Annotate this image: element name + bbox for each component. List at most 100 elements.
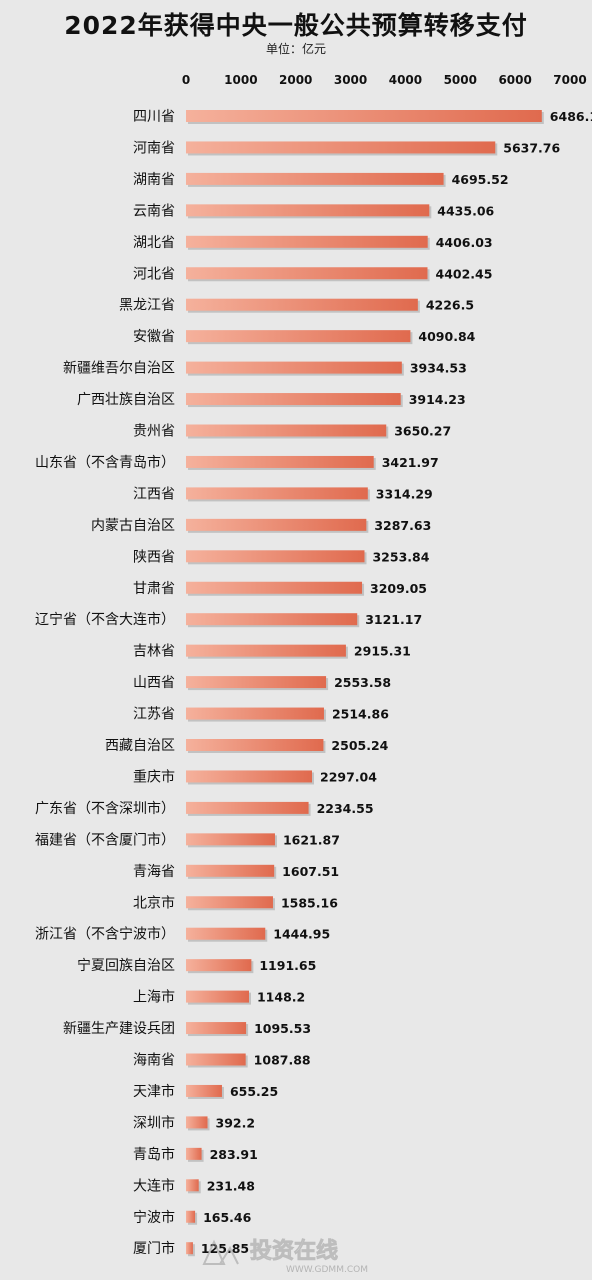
x-tick-label: 7000: [553, 73, 586, 87]
value-label: 4402.45: [436, 266, 493, 281]
bar: [186, 141, 496, 154]
bar: [186, 424, 387, 437]
bar: [186, 990, 249, 1003]
bar: [186, 613, 358, 626]
value-label: 5637.76: [503, 140, 560, 155]
bar: [186, 393, 401, 406]
category-label: 江苏省: [133, 707, 175, 723]
category-label: 陕西省: [133, 549, 175, 565]
bar: [186, 581, 363, 594]
category-label: 安徽省: [133, 329, 175, 345]
category-label: 江西省: [133, 486, 175, 502]
category-label: 浙江省（不含宁波市）: [35, 926, 175, 943]
category-label: 福建省（不含厦门市）: [35, 831, 175, 848]
x-tick-label: 3000: [334, 73, 367, 87]
category-label: 深圳市: [133, 1114, 175, 1131]
value-label: 4090.84: [418, 329, 475, 344]
value-label: 1607.51: [282, 864, 339, 879]
bar: [186, 1053, 246, 1066]
bar: [186, 1242, 193, 1255]
bar: [186, 361, 402, 374]
category-label: 宁波市: [133, 1209, 175, 1226]
bar: [186, 204, 430, 217]
category-label: 山西省: [133, 675, 175, 691]
value-label: 4695.52: [452, 172, 509, 187]
bar: [186, 896, 273, 909]
bar: [186, 298, 418, 311]
value-label: 4226.5: [426, 298, 474, 313]
value-label: 2915.31: [354, 644, 411, 659]
category-label: 上海市: [133, 989, 175, 1006]
value-label: 3934.53: [410, 361, 467, 376]
category-label: 贵州省: [133, 424, 175, 440]
category-label: 海南省: [133, 1053, 175, 1069]
category-label: 内蒙古自治区: [91, 518, 175, 534]
x-tick-label: 1000: [224, 73, 257, 87]
value-label: 3650.27: [394, 424, 451, 439]
category-label: 青岛市: [133, 1146, 175, 1163]
bar: [186, 550, 365, 563]
value-label: 1191.65: [259, 958, 316, 973]
category-label: 西藏自治区: [105, 738, 175, 754]
bar: [186, 801, 309, 814]
bar: [186, 833, 275, 846]
unit-label: 单位：亿元: [265, 42, 326, 56]
value-label: 4435.06: [437, 203, 494, 218]
value-label: 2514.86: [332, 707, 389, 722]
bar: [186, 518, 367, 531]
category-label: 天津市: [133, 1083, 175, 1100]
bar: [186, 959, 252, 972]
category-label: 青海省: [133, 864, 175, 880]
value-label: 3209.05: [370, 581, 427, 596]
category-labels: 四川省河南省湖南省云南省湖北省河北省黑龙江省安徽省新疆维吾尔自治区广西壮族自治区…: [35, 109, 175, 1257]
bar: [186, 235, 428, 248]
x-axis-ticks: 0 1000 2000 3000 4000 5000 6000 7000: [182, 73, 587, 87]
bar: [186, 487, 368, 500]
bar: [186, 267, 428, 280]
value-label: 2234.55: [317, 801, 374, 816]
value-label: 3121.17: [365, 612, 422, 627]
value-label: 1585.16: [281, 895, 338, 910]
bar: [186, 676, 327, 689]
category-label: 云南省: [133, 203, 175, 219]
bar: [186, 172, 444, 185]
category-label: 广东省（不含深圳市）: [35, 800, 175, 817]
value-label: 1095.53: [254, 1021, 311, 1036]
value-label: 1444.95: [273, 927, 330, 942]
bar: [186, 927, 266, 940]
bar: [186, 1147, 202, 1160]
bar: [186, 1084, 222, 1097]
value-label: 3314.29: [376, 486, 433, 501]
category-label: 新疆维吾尔自治区: [63, 361, 175, 377]
category-label: 大连市: [133, 1177, 175, 1194]
value-label: 1621.87: [283, 832, 340, 847]
value-label: 3253.84: [372, 549, 429, 564]
value-label: 3287.63: [374, 518, 431, 533]
category-label: 北京市: [133, 894, 175, 911]
category-label: 黑龙江省: [119, 298, 175, 314]
value-label: 6486.12: [550, 109, 592, 124]
bar: [186, 739, 324, 751]
chart-title: 2022年获得中央一般公共预算转移支付: [64, 11, 528, 40]
value-label: 231.48: [207, 1178, 255, 1193]
value-label: 3421.97: [382, 455, 439, 470]
value-label: 655.25: [230, 1084, 278, 1099]
value-labels: 6486.12 5637.76 4695.52 4435.06 4406.03 4402.…: [201, 109, 592, 1256]
value-label: 125.85: [201, 1241, 249, 1256]
value-label: 4406.03: [436, 235, 493, 250]
category-label: 重庆市: [133, 768, 175, 785]
bar: [186, 1022, 247, 1035]
bar: [186, 1210, 196, 1223]
bar: [186, 1179, 199, 1192]
category-label: 四川省: [133, 109, 175, 125]
category-label: 湖北省: [133, 235, 175, 251]
x-tick-label: 2000: [279, 73, 312, 87]
bar: [186, 864, 275, 877]
category-label: 宁夏回族自治区: [77, 957, 175, 974]
category-label: 辽宁省（不含大连市）: [35, 611, 175, 628]
category-label: 河北省: [133, 266, 175, 282]
bar: [186, 1116, 208, 1129]
bar: [186, 644, 346, 657]
bar: [186, 455, 374, 468]
